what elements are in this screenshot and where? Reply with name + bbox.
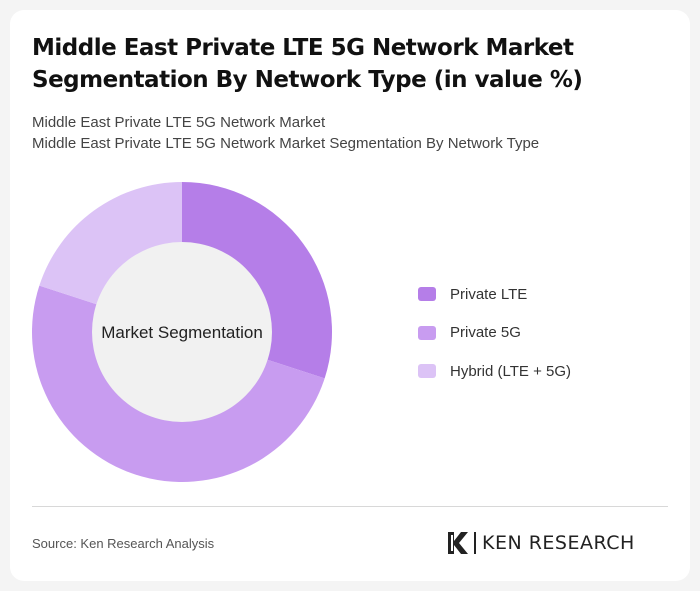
legend-label-private-5g: Private 5G [450,324,521,341]
source-text: Source: Ken Research Analysis [32,536,215,551]
chart-card: Middle East Private LTE 5G Network Marke… [10,10,690,581]
logo-separator [474,532,476,554]
legend: Private LTE Private 5G Hybrid (LTE + 5G) [418,284,571,400]
chart-subtitle-2: Middle East Private LTE 5G Network Marke… [32,135,540,152]
legend-label-private-lte: Private LTE [450,285,528,303]
ken-research-logo: KEN RESEARCH [446,530,635,556]
legend-swatch-private-lte [418,287,436,301]
legend-swatch-hybrid [418,364,436,378]
center-label: Market Segmentation [101,323,263,342]
legend-swatch-private-5g [418,325,436,340]
legend-label-hybrid: Hybrid (LTE + 5G) [450,362,572,380]
footer-divider [32,506,668,507]
chart-title: Middle East Private LTE 5G Network Marke… [32,35,583,93]
legend-item-hybrid[interactable]: Hybrid (LTE + 5G) [418,361,571,381]
legend-item-private-lte[interactable]: Private LTE [418,284,571,304]
donut-hole [92,242,272,422]
donut-chart: Market Segmentation [31,182,332,482]
ken-logo-icon [448,532,468,554]
logo-text: KEN RESEARCH [482,532,635,554]
legend-item-private-5g[interactable]: Private 5G [418,323,571,343]
chart-subtitle-1: Middle East Private LTE 5G Network Marke… [32,114,326,131]
